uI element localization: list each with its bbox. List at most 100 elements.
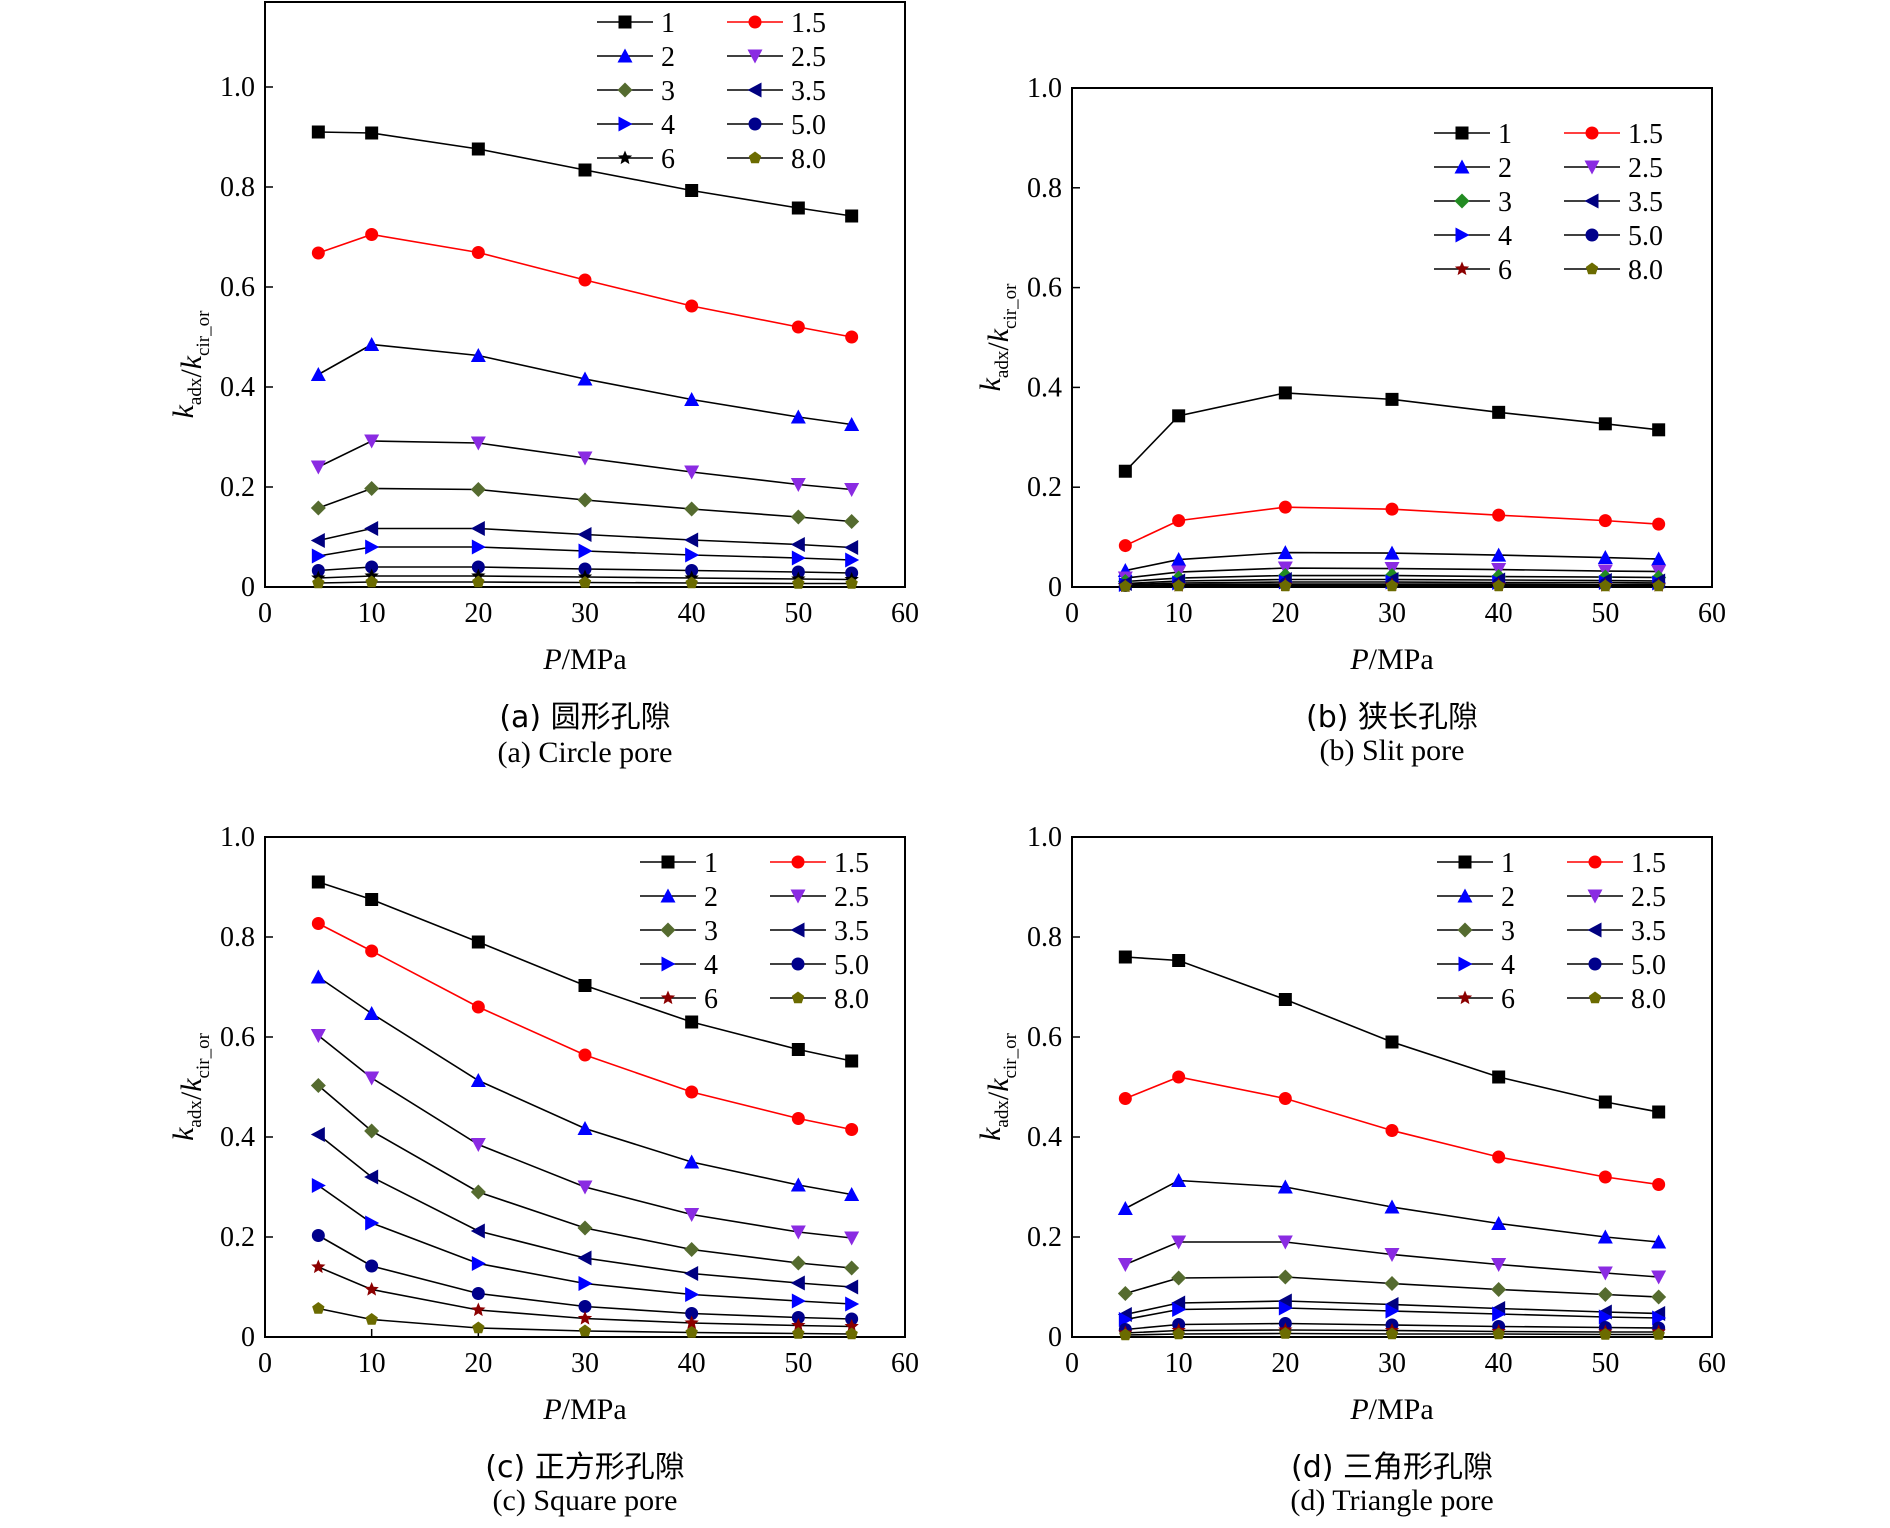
data-point [1172, 954, 1186, 967]
caption-a-cn: (a) 圆形孔隙 [499, 700, 671, 735]
legend-item: 3 [640, 916, 718, 947]
data-point [1385, 392, 1399, 406]
series-2.5 [310, 434, 860, 497]
chart-c-svg: 0 10 20 30 40 50 60 0 0.2 0.4 0.6 0.8 1.0 P/MPa kadx/k… [167, 822, 919, 1426]
data-point [845, 209, 859, 223]
x-tick-label: 60 [1698, 1348, 1726, 1379]
x-tick-label: 0 [1065, 598, 1079, 629]
series-8.0 [1119, 579, 1665, 592]
legend-marker [747, 82, 762, 98]
legend-marker [1458, 855, 1472, 869]
data-point [1171, 1270, 1187, 1286]
series-1.5 [311, 917, 859, 1136]
data-point [1598, 1170, 1612, 1184]
series-1.5 [1118, 500, 1666, 553]
legend: 1 1.5 2 2.5 3 3.5 4 5.0 6 8.0 [1437, 848, 1666, 1015]
series-1 [311, 875, 859, 1068]
data-point [790, 1255, 806, 1271]
data-point [1599, 1328, 1612, 1340]
data-point [311, 1259, 326, 1274]
legend-marker [660, 990, 676, 1005]
legend: 1 1.5 2 2.5 3 3.5 4 5.0 6 8.0 [597, 8, 826, 175]
legend-item: 6 [1437, 984, 1515, 1015]
legend-item: 1.5 [1567, 848, 1666, 879]
legend-label: 3 [1498, 187, 1512, 218]
data-point [1491, 547, 1507, 562]
data-point [578, 1048, 592, 1062]
legend-label: 6 [1498, 255, 1512, 286]
data-point [470, 1138, 486, 1152]
data-point [844, 1279, 859, 1295]
data-point [685, 1326, 698, 1338]
data-point [790, 478, 806, 492]
data-point [1117, 1201, 1133, 1215]
data-point [1597, 550, 1613, 565]
legend-label: 4 [1498, 221, 1512, 252]
legend-marker [617, 48, 633, 63]
y-tick-label: 0 [1048, 1322, 1062, 1353]
legend-label: 1.5 [1631, 848, 1666, 879]
data-point [364, 1006, 380, 1020]
data-point [844, 417, 860, 431]
data-point [312, 1302, 325, 1314]
data-point [684, 1208, 700, 1222]
legend-marker [1585, 126, 1599, 140]
data-point [685, 547, 700, 563]
data-point [1651, 1270, 1667, 1285]
data-point [470, 436, 486, 451]
legend-item: 8.0 [1567, 984, 1666, 1015]
data-point [790, 537, 805, 552]
data-point [845, 1123, 859, 1136]
data-point [310, 1029, 326, 1043]
legend-label: 8.0 [834, 984, 869, 1015]
caption-d-en: (d) Triangle pore [1290, 1484, 1494, 1517]
data-point [1652, 1178, 1666, 1191]
data-point [577, 1250, 592, 1266]
series-1 [1118, 386, 1666, 478]
legend-item: 3 [1437, 916, 1515, 947]
data-point [365, 1313, 378, 1325]
legend-item: 5.0 [770, 950, 869, 981]
data-point [845, 552, 860, 568]
x-tick-label: 0 [258, 598, 272, 629]
y-tick-label: 0.4 [1027, 1122, 1062, 1153]
x-tick-label: 50 [1591, 1348, 1619, 1379]
data-point [364, 1282, 379, 1296]
legend-item: 2.5 [770, 882, 869, 913]
legend-label: 1 [1501, 848, 1515, 879]
data-point [364, 481, 380, 496]
data-point [1278, 1300, 1293, 1316]
data-point [577, 492, 593, 508]
data-point [470, 1223, 485, 1239]
data-point [1651, 1234, 1667, 1249]
data-point [1652, 579, 1665, 592]
data-point [1492, 1150, 1506, 1164]
data-point [471, 539, 486, 555]
legend: 1 1.5 2 2.5 3 3.5 4 5.0 6 8.0 [1434, 119, 1663, 286]
x-tick-label: 50 [784, 1348, 812, 1379]
x-tick-label: 50 [1591, 598, 1619, 629]
data-point [1652, 423, 1666, 437]
legend-item: 2.5 [727, 42, 826, 73]
data-point [364, 1169, 379, 1185]
legend-label: 1.5 [1628, 119, 1663, 150]
data-point [1118, 539, 1132, 553]
legend-label: 5.0 [791, 110, 826, 141]
data-point [844, 540, 859, 555]
data-point [685, 564, 699, 577]
legend-item: 4 [1434, 221, 1512, 252]
data-point [1118, 464, 1132, 478]
legend-marker [1454, 261, 1470, 276]
legend-label: 3.5 [1628, 187, 1663, 218]
legend-item: 8.0 [727, 144, 826, 175]
data-point [684, 532, 699, 548]
data-point [1279, 1327, 1292, 1339]
y-tick-label: 0 [1048, 572, 1062, 603]
legend-label: 2.5 [791, 42, 826, 73]
legend-marker [1457, 990, 1473, 1005]
data-point [1172, 1302, 1187, 1317]
data-point [578, 1300, 592, 1313]
data-point [1598, 417, 1612, 431]
data-point [685, 1307, 699, 1320]
